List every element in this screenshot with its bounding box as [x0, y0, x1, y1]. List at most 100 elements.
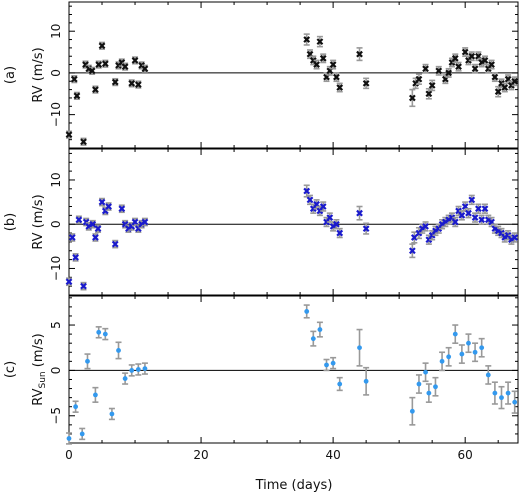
- data-point: [468, 51, 476, 62]
- point-center: [113, 80, 117, 84]
- point-center: [91, 222, 95, 226]
- point-center: [513, 79, 516, 83]
- point-center: [318, 40, 322, 43]
- y-tick-label: 10: [49, 24, 63, 39]
- point-center: [325, 75, 328, 79]
- point-center: [480, 218, 483, 222]
- point-center: [82, 140, 85, 144]
- point-center: [133, 59, 137, 62]
- data-point: [101, 59, 109, 68]
- point-center: [331, 63, 335, 66]
- point-center: [328, 216, 332, 219]
- data-point: [475, 51, 482, 62]
- data-point: [333, 72, 340, 83]
- data-point: [72, 253, 79, 262]
- data-point: [303, 33, 311, 46]
- data-point: [504, 74, 512, 85]
- plot-frame: [68, 1, 519, 149]
- point-center: [467, 211, 470, 215]
- panel-label: (c): [3, 361, 18, 378]
- x-tick-label: 60: [458, 448, 473, 462]
- data-point: [319, 201, 327, 212]
- data-point: [108, 407, 115, 421]
- data-point: [452, 324, 459, 344]
- data-point: [310, 330, 317, 347]
- point-marker: [324, 362, 329, 368]
- point-center: [473, 216, 477, 219]
- data-point: [356, 47, 363, 62]
- data-point: [415, 73, 423, 85]
- data-point: [494, 85, 502, 98]
- data-point: [422, 221, 429, 232]
- data-point: [313, 59, 320, 70]
- point-marker: [96, 329, 102, 335]
- point-center: [364, 227, 368, 230]
- point-center: [338, 231, 342, 235]
- data-point: [92, 233, 99, 242]
- data-point: [326, 65, 334, 76]
- data-point: [131, 56, 139, 65]
- point-center: [417, 77, 421, 81]
- data-point: [478, 214, 486, 226]
- data-point: [316, 321, 323, 338]
- data-point: [491, 72, 499, 83]
- data-point: [68, 233, 76, 242]
- point-center: [437, 69, 441, 73]
- data-point: [471, 63, 479, 74]
- data-point: [362, 77, 370, 90]
- point-center: [503, 86, 507, 89]
- data-point: [472, 342, 479, 363]
- y-tick-label: −10: [49, 102, 63, 127]
- point-marker: [337, 381, 343, 387]
- point-marker: [479, 345, 485, 351]
- point-center: [411, 96, 414, 100]
- point-center: [470, 198, 474, 202]
- point-center: [477, 54, 480, 58]
- data-point: [458, 344, 465, 364]
- point-center: [463, 50, 467, 54]
- data-point: [306, 49, 314, 60]
- point-marker: [122, 376, 128, 381]
- data-point: [98, 197, 106, 207]
- point-center: [74, 256, 77, 259]
- data-point: [511, 232, 519, 243]
- point-marker: [426, 390, 432, 396]
- data-point: [79, 427, 86, 441]
- point-center: [490, 220, 493, 224]
- data-point: [131, 217, 139, 227]
- point-marker: [79, 431, 85, 437]
- data-point: [98, 41, 106, 50]
- point-marker: [416, 381, 422, 387]
- point-marker: [505, 390, 511, 396]
- data-point: [121, 62, 129, 71]
- data-point: [65, 277, 73, 287]
- y-tick-label: −5: [49, 407, 63, 425]
- data-point: [481, 203, 489, 214]
- point-center: [308, 198, 312, 202]
- y-axis-label: RVSun (m/s): [31, 333, 48, 405]
- point-center: [130, 82, 134, 85]
- point-center: [137, 83, 140, 86]
- point-center: [453, 220, 457, 224]
- data-point: [468, 194, 476, 206]
- point-center: [513, 236, 516, 239]
- data-point: [303, 304, 310, 319]
- data-point: [128, 79, 136, 88]
- point-center: [483, 207, 487, 211]
- point-center: [143, 67, 147, 71]
- point-marker: [439, 358, 445, 364]
- point-center: [463, 205, 467, 208]
- point-center: [430, 84, 434, 87]
- data-point: [441, 74, 449, 85]
- point-marker: [409, 408, 415, 414]
- data-point: [85, 222, 93, 231]
- point-marker: [142, 366, 148, 371]
- data-point: [461, 47, 469, 58]
- point-marker: [330, 360, 336, 366]
- point-marker: [459, 351, 465, 357]
- point-center: [96, 227, 100, 230]
- data-point: [422, 63, 429, 74]
- data-point: [323, 72, 330, 83]
- point-center: [493, 75, 497, 79]
